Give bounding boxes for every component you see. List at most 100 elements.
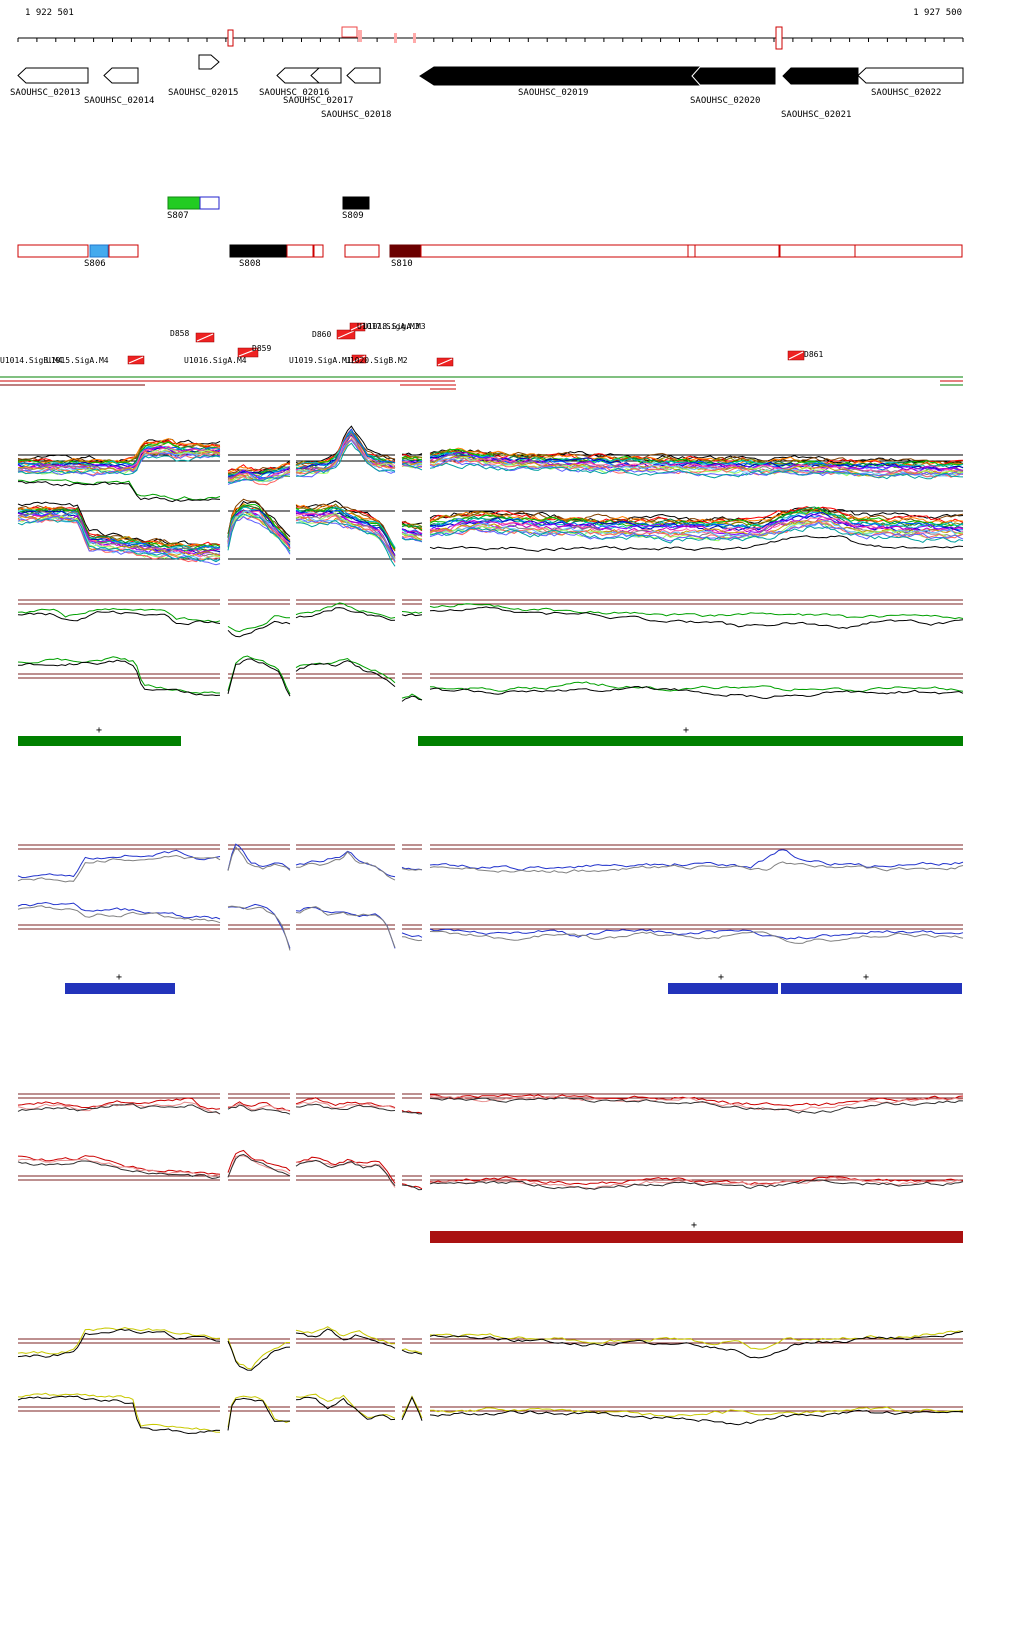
expression-trace — [429, 453, 964, 471]
strand-plus-sign: + — [718, 972, 724, 983]
segment-label: S808 — [239, 259, 261, 269]
segment-box[interactable] — [342, 196, 370, 210]
gene-saouhsc-02018[interactable] — [346, 67, 381, 84]
ruler-marker[interactable] — [413, 33, 416, 43]
tss-marker-stripe — [337, 330, 355, 339]
expression-trace — [17, 1097, 221, 1110]
expression-trace — [429, 447, 964, 467]
expression-trace — [429, 1330, 964, 1350]
strand-coverage-bar[interactable] — [668, 983, 778, 994]
expression-trace — [401, 524, 423, 528]
segment-box[interactable] — [286, 244, 314, 258]
expression-trace — [17, 901, 221, 920]
expression-trace — [17, 518, 221, 563]
expression-trace — [17, 1326, 221, 1355]
feature-label: U1016.SigA.M4 — [184, 356, 247, 365]
expression-trace — [429, 603, 964, 620]
expression-trace — [295, 510, 396, 557]
strand-coverage-bar[interactable] — [430, 1231, 963, 1243]
strand-coverage-bar[interactable] — [65, 983, 175, 994]
segment-box[interactable] — [229, 244, 287, 258]
strand-plus-sign: + — [863, 972, 869, 983]
expression-trace — [227, 498, 291, 541]
expression-trace — [17, 1157, 221, 1178]
expression-trace — [17, 479, 221, 501]
segment-label: S806 — [84, 259, 106, 269]
ruler-marker[interactable] — [227, 29, 234, 47]
segment-box[interactable] — [344, 244, 380, 258]
expression-trace — [429, 928, 964, 940]
expression-trace — [17, 854, 221, 883]
expression-trace — [429, 1176, 964, 1190]
feature-label: D861 — [804, 350, 823, 359]
ruler-marker[interactable] — [341, 26, 358, 38]
expression-group-yellow-set — [17, 1326, 964, 1435]
segment-box[interactable] — [108, 244, 139, 258]
expression-trace — [401, 932, 423, 938]
expression-trace — [17, 1160, 221, 1180]
expression-trace — [429, 1097, 964, 1114]
expression-trace — [295, 503, 396, 552]
feature-label: U1014.SigB.M4 — [0, 356, 63, 365]
ruler-marker[interactable] — [394, 33, 397, 43]
segment-label: S807 — [167, 211, 189, 221]
segment-box[interactable] — [779, 244, 963, 258]
expression-trace — [429, 1095, 964, 1112]
segment-box[interactable] — [17, 244, 89, 258]
expression-trace — [295, 1100, 396, 1109]
expression-trace — [17, 1328, 221, 1358]
expression-trace — [295, 500, 396, 550]
segment-box[interactable] — [420, 244, 780, 258]
segment-box[interactable] — [167, 196, 201, 210]
strand-coverage-bar[interactable] — [781, 983, 962, 994]
gene-saouhsc-02013[interactable] — [17, 67, 89, 84]
gene-label: SAOUHSC_02022 — [871, 88, 941, 98]
feature-label: D860 — [312, 330, 331, 339]
gene-saouhsc-02017[interactable] — [310, 67, 342, 84]
expression-trace — [429, 930, 964, 944]
feature-label: U1019.SigA.M1 — [289, 356, 352, 365]
expression-trace — [429, 514, 964, 531]
ruler-marker[interactable] — [775, 26, 783, 50]
segment-box[interactable] — [89, 244, 109, 258]
expression-trace — [227, 1102, 291, 1112]
gene-saouhsc-02014[interactable] — [103, 67, 139, 84]
expression-trace — [401, 524, 423, 531]
expression-trace — [17, 445, 221, 469]
gene-saouhsc-02015[interactable] — [198, 54, 220, 70]
expression-trace — [295, 607, 396, 621]
strand-coverage-bar[interactable] — [18, 736, 181, 746]
expression-trace — [296, 851, 396, 881]
expression-trace — [401, 1111, 423, 1115]
expression-trace — [227, 513, 291, 552]
expression-trace — [227, 905, 291, 951]
ruler-start-coordinate: 1 922 501 — [25, 8, 74, 18]
expression-trace — [429, 525, 964, 544]
gene-label: SAOUHSC_02013 — [10, 88, 80, 98]
ruler-marker[interactable] — [358, 30, 362, 42]
expression-trace — [401, 868, 423, 871]
strand-coverage-bar[interactable] — [418, 736, 963, 746]
gene-track: SAOUHSC_02013 SAOUHSC_02014 SAOUHSC_02015 S… — [10, 54, 964, 120]
feature-label: U1015.SigA.M4 — [46, 356, 109, 365]
expression-trace — [227, 504, 291, 544]
expression-trace — [18, 481, 221, 503]
expression-trace — [227, 1397, 290, 1431]
segment-box[interactable] — [199, 196, 220, 210]
gene-saouhsc-02020[interactable] — [691, 66, 777, 86]
strand-plus-sign: + — [691, 1220, 697, 1231]
expression-trace — [17, 510, 221, 557]
expression-trace — [295, 1159, 396, 1187]
expression-trace — [227, 843, 291, 871]
segment-box[interactable] — [313, 244, 324, 258]
gene-saouhsc-02021[interactable] — [782, 67, 859, 85]
gene-saouhsc-02022[interactable] — [857, 67, 964, 84]
gene-label: SAOUHSC_02020 — [690, 96, 760, 106]
expression-trace — [227, 903, 291, 949]
segment-box[interactable] — [389, 244, 422, 258]
strand-plus-sign: + — [683, 725, 689, 736]
expression-trace — [227, 471, 291, 482]
expression-trace — [429, 606, 964, 629]
expression-trace — [429, 507, 964, 526]
